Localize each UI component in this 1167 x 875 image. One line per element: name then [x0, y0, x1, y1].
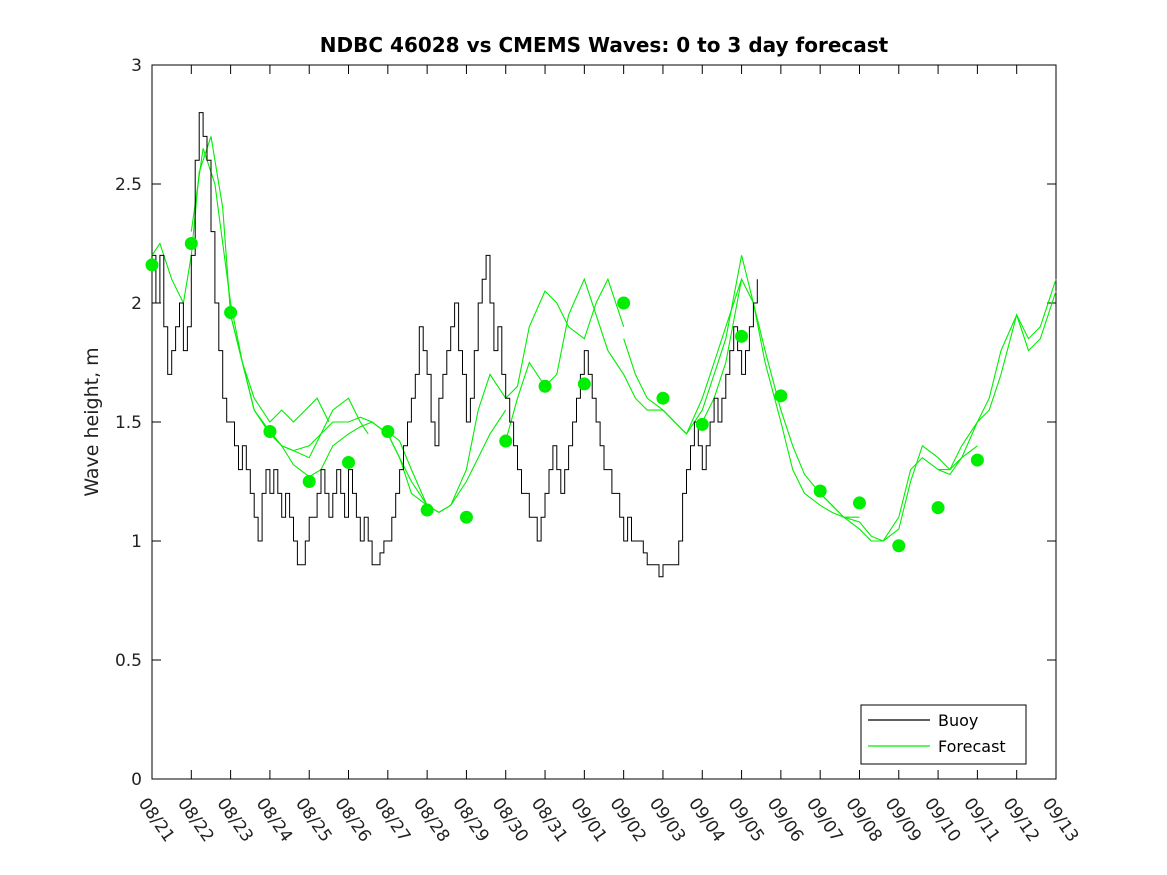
- forecast-markers: [145, 237, 984, 553]
- x-tick-label: 09/09: [881, 794, 925, 846]
- forecast-marker: [381, 425, 395, 439]
- x-tick-label: 09/11: [959, 794, 1003, 846]
- x-tick-label: 09/01: [566, 794, 610, 846]
- forecast-marker: [617, 296, 631, 310]
- x-tick-label: 09/08: [841, 794, 885, 846]
- x-tick-label: 09/12: [999, 794, 1043, 846]
- x-tick-label: 08/23: [213, 794, 257, 846]
- x-tick-label: 08/25: [291, 794, 335, 846]
- forecast-marker: [302, 475, 316, 488]
- forecast-line: [623, 255, 860, 518]
- x-tick-label: 09/07: [802, 794, 846, 846]
- x-tick-label: 09/02: [606, 794, 650, 846]
- y-tick-label: 2: [131, 294, 142, 314]
- x-tick-label: 08/28: [409, 794, 453, 846]
- x-tick-label: 08/31: [527, 794, 571, 846]
- forecast-marker: [224, 306, 238, 320]
- y-tick-label: 0: [131, 770, 142, 790]
- forecast-marker: [538, 379, 552, 393]
- legend-buoy-label: Buoy: [938, 711, 978, 730]
- x-tick-label: 09/05: [723, 794, 767, 846]
- chart-title: NDBC 46028 vs CMEMS Waves: 0 to 3 day fo…: [320, 33, 889, 57]
- x-tick-label: 09/10: [920, 794, 964, 846]
- x-tick-label: 08/26: [330, 794, 374, 846]
- y-tick-label: 3: [131, 56, 142, 76]
- forecast-marker: [342, 455, 356, 469]
- buoy-line: [152, 112, 758, 578]
- x-tick-label: 09/06: [763, 794, 807, 846]
- forecast-marker: [735, 329, 749, 343]
- forecast-marker: [656, 391, 670, 405]
- forecast-line: [937, 290, 1057, 476]
- plot-area: [151, 64, 1057, 780]
- forecast-marker: [420, 503, 434, 517]
- x-tick-label: 08/30: [488, 794, 532, 846]
- forecast-marker: [852, 496, 866, 510]
- forecast-marker: [931, 501, 945, 515]
- x-tick-label: 08/21: [134, 794, 178, 846]
- x-tick-label: 09/04: [684, 794, 728, 846]
- forecast-marker: [577, 377, 591, 391]
- forecast-marker: [970, 453, 984, 467]
- y-tick-label: 1.5: [115, 413, 142, 433]
- forecast-marker: [892, 539, 906, 553]
- x-tick-label: 09/13: [1038, 794, 1082, 846]
- y-axis-label: Wave height, m: [81, 347, 103, 496]
- x-tick-label: 08/22: [173, 794, 217, 846]
- legend-forecast-label: Forecast: [938, 737, 1006, 756]
- y-tick-label: 2.5: [115, 175, 142, 195]
- forecast-marker: [184, 237, 198, 250]
- forecast-marker: [459, 510, 473, 524]
- forecast-marker: [145, 258, 159, 272]
- x-tick-label: 09/03: [645, 794, 689, 846]
- forecast-marker: [499, 434, 513, 448]
- x-tick-label: 08/29: [448, 794, 492, 846]
- x-tick-label: 08/24: [252, 794, 296, 846]
- legend: Buoy Forecast: [860, 704, 1027, 765]
- forecast-marker: [695, 417, 709, 431]
- y-tick-label: 1: [131, 532, 142, 552]
- y-tick-label: 0.5: [115, 651, 142, 671]
- x-tick-label: 08/27: [370, 794, 414, 846]
- forecast-marker: [813, 484, 827, 498]
- legend-box: [860, 704, 1027, 765]
- forecast-marker: [263, 425, 277, 439]
- forecast-marker: [774, 389, 788, 403]
